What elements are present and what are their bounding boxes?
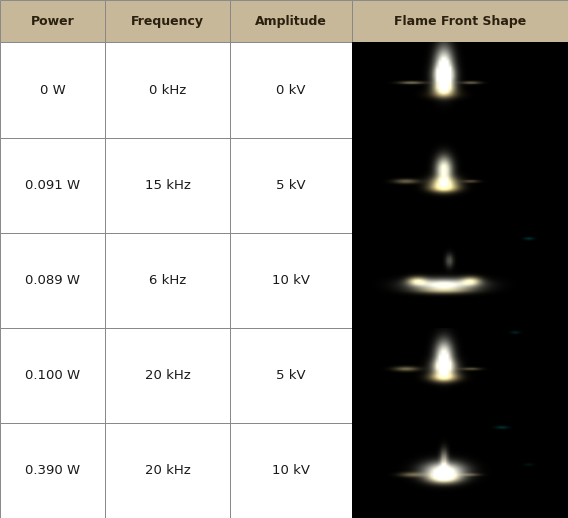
Bar — [105, 233, 230, 328]
Bar — [230, 233, 352, 328]
Text: 0.089 W: 0.089 W — [25, 274, 80, 287]
Bar — [0, 233, 105, 328]
Bar — [230, 328, 352, 423]
Text: 15 kHz: 15 kHz — [145, 179, 190, 192]
Bar — [352, 328, 568, 423]
Bar — [352, 423, 568, 518]
Bar — [105, 42, 230, 138]
Text: 0 kHz: 0 kHz — [149, 83, 186, 96]
Bar — [230, 42, 352, 138]
Text: 20 kHz: 20 kHz — [145, 464, 190, 477]
Text: 0 kV: 0 kV — [277, 83, 306, 96]
Bar — [230, 138, 352, 233]
Bar — [105, 423, 230, 518]
Bar — [230, 0, 352, 42]
Bar — [0, 0, 105, 42]
Text: Amplitude: Amplitude — [255, 15, 327, 28]
Text: 5 kV: 5 kV — [276, 369, 306, 382]
Bar — [0, 42, 105, 138]
Bar — [352, 0, 568, 42]
Bar — [105, 138, 230, 233]
Text: 5 kV: 5 kV — [276, 179, 306, 192]
Text: Power: Power — [31, 15, 74, 28]
Text: 6 kHz: 6 kHz — [149, 274, 186, 287]
Bar — [0, 328, 105, 423]
Text: 0 W: 0 W — [40, 83, 65, 96]
Bar — [230, 423, 352, 518]
Text: 0.100 W: 0.100 W — [25, 369, 80, 382]
Text: 0.390 W: 0.390 W — [25, 464, 80, 477]
Text: 20 kHz: 20 kHz — [145, 369, 190, 382]
Text: 10 kV: 10 kV — [272, 464, 310, 477]
Bar — [105, 0, 230, 42]
Bar — [352, 233, 568, 328]
Text: 0.091 W: 0.091 W — [25, 179, 80, 192]
Text: Frequency: Frequency — [131, 15, 204, 28]
Bar — [0, 138, 105, 233]
Bar — [352, 42, 568, 138]
Text: 10 kV: 10 kV — [272, 274, 310, 287]
Text: Flame Front Shape: Flame Front Shape — [394, 15, 526, 28]
Bar — [352, 138, 568, 233]
Bar — [0, 423, 105, 518]
Bar — [105, 328, 230, 423]
